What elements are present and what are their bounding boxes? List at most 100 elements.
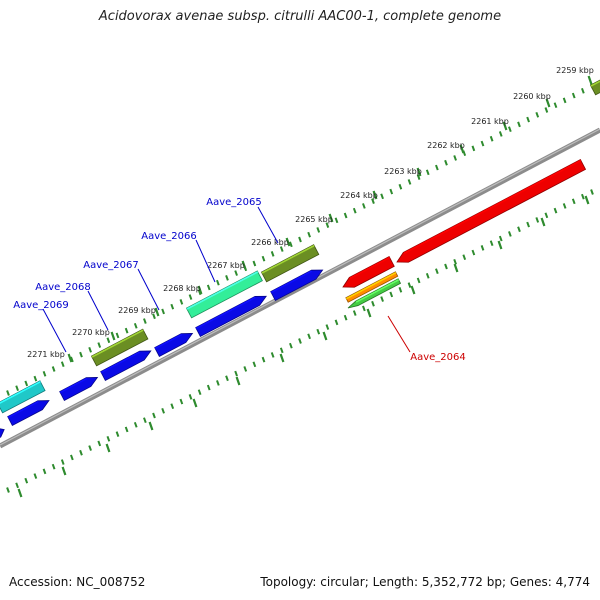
minor-tick [197,389,202,396]
minor-tick [51,366,56,372]
minor-tick [179,398,184,405]
minor-tick [389,291,394,298]
major-tick [67,353,73,363]
gene-feature-body [260,244,320,283]
major-tick [110,331,116,341]
gene-feature-body [100,350,152,381]
accession-info: Accession: NC_008752 [9,575,145,589]
minor-tick [170,303,175,310]
major-tick [416,167,422,177]
genome-summary: Topology: circular; Length: 5,352,772 bp… [260,575,590,589]
scale-label: 2271 kbp [27,350,65,359]
gene-feature-highlight [7,400,39,419]
gene-feature [396,159,587,263]
minor-tick [152,313,156,320]
minor-tick [6,487,10,493]
gene-label-leader [195,239,216,283]
major-tick [285,237,291,247]
minor-tick [553,207,558,214]
minor-tick [498,131,503,137]
minor-tick [307,333,311,340]
gene-feature [270,269,324,301]
topology-value: circular [320,575,365,589]
major-tick [453,263,459,273]
scale-label: 2270 kbp [72,328,110,337]
minor-tick [42,370,47,377]
genes-label: Genes: [509,575,552,589]
gene-feature [59,377,99,401]
gene-feature-highlight [154,333,183,350]
minor-tick [325,324,330,330]
minor-tick [362,305,366,312]
minor-tick [225,275,229,281]
major-tick [540,217,546,227]
minor-tick [526,221,530,228]
minor-tick [179,299,184,305]
gene-feature-highlight [0,381,41,404]
minor-tick [33,375,38,382]
gene-feature-highlight [186,271,259,310]
minor-tick [416,174,421,180]
gene-label-leader [257,206,279,244]
scale-label: 2267 kbp [207,261,245,270]
gene-feature-highlight [261,244,315,274]
minor-tick [70,356,74,363]
minor-tick [97,440,102,447]
minor-tick [188,394,193,400]
minor-tick [562,203,567,209]
minor-tick [480,245,485,251]
gene-feature-body [0,380,46,414]
gene-label: Aave_2065 [206,197,262,208]
minor-tick [279,246,284,252]
major-tick [410,285,416,295]
minor-tick [444,263,448,270]
gene-feature-body [90,328,149,367]
minor-tick [170,403,175,410]
minor-tick [270,251,275,257]
minor-tick [425,272,430,279]
major-tick [148,421,154,431]
minor-tick [371,300,375,307]
gene-feature [0,428,5,438]
minor-tick [343,314,348,321]
gene-feature-highlight [195,296,256,330]
minor-tick [489,240,494,247]
gene-feature [7,400,50,426]
minor-tick [498,235,503,242]
minor-tick [88,346,92,353]
major-tick [372,190,378,200]
minor-tick [298,236,302,243]
minor-tick [15,385,19,392]
minor-tick [362,203,366,209]
gene-feature-highlight [59,377,88,394]
minor-tick [216,279,220,286]
minor-tick [42,468,47,475]
gene-label: Aave_2067 [83,260,139,271]
minor-tick [152,412,156,419]
major-tick [545,98,551,108]
minor-tick [225,375,229,382]
minor-tick [252,361,257,368]
minor-tick [471,145,476,152]
major-tick [235,376,241,386]
minor-tick [234,370,238,377]
gene-feature-body [0,428,5,438]
minor-tick [389,188,394,195]
minor-tick [453,155,457,161]
minor-tick [70,454,74,461]
minor-tick [115,332,120,339]
gene-label-leader [387,315,411,353]
scale-label: 2261 kbp [471,117,509,126]
gene-feature-body [589,79,600,96]
minor-tick [307,231,311,238]
gene-label: Aave_2066 [141,231,197,242]
gene-features-group [0,79,600,438]
gene-label-leader [137,268,160,311]
gene-feature-body [154,333,194,357]
gene-feature-body [59,377,99,401]
minor-tick [124,426,129,433]
minor-tick [416,277,421,284]
gene-feature [195,295,267,337]
minor-tick [325,222,330,228]
major-tick [197,285,203,295]
